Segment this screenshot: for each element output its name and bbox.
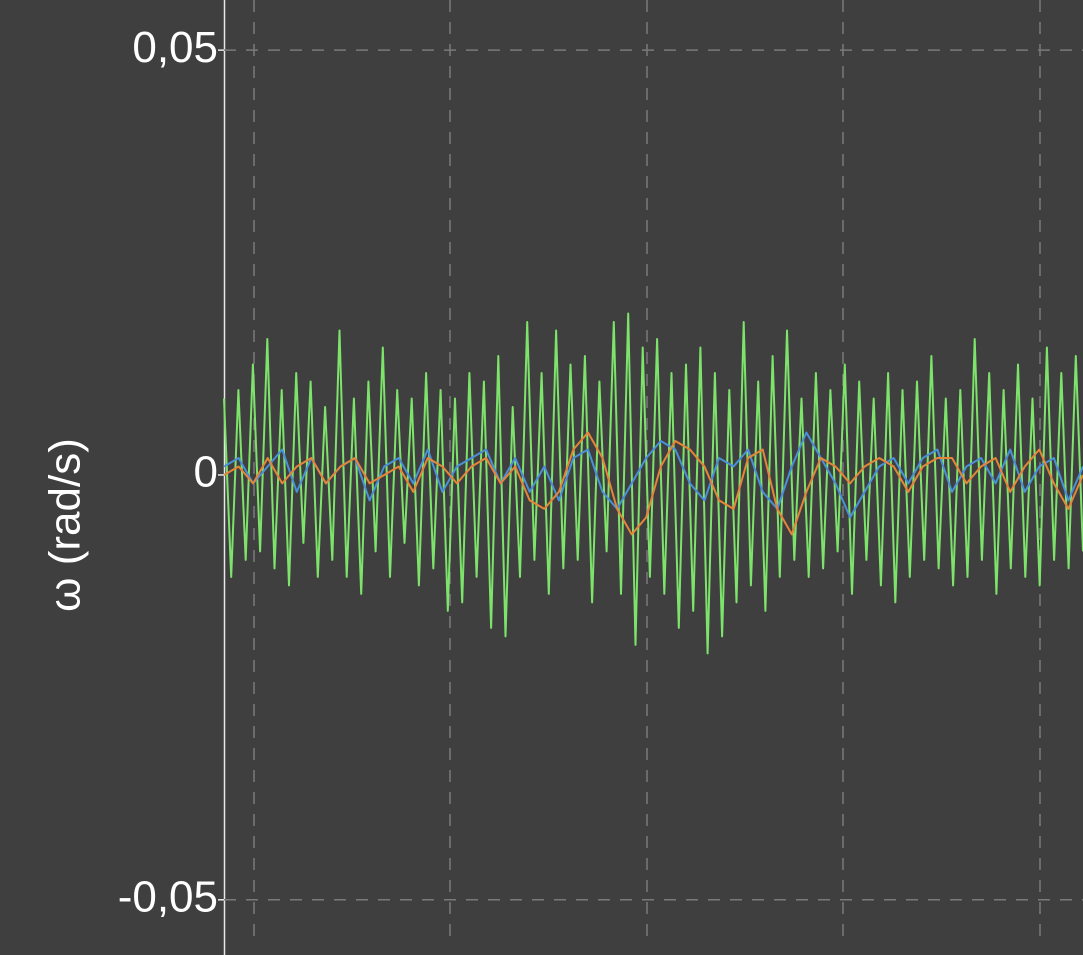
y-axis-label: ω (rad/s) (41, 438, 90, 612)
series-line (223, 431, 1083, 536)
y-tick-label: 0,05 (132, 23, 218, 72)
series-line (223, 312, 1083, 655)
series-line (223, 431, 1083, 519)
y-tick-label: -0,05 (118, 872, 218, 921)
y-tick-label: 0 (194, 448, 218, 497)
